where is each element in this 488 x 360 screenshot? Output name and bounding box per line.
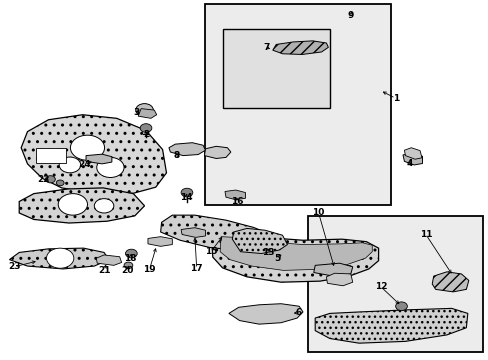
Circle shape	[124, 262, 133, 269]
Polygon shape	[21, 115, 166, 194]
Polygon shape	[86, 154, 112, 164]
Polygon shape	[228, 304, 303, 324]
Circle shape	[94, 199, 114, 213]
Polygon shape	[204, 146, 230, 158]
Text: 23: 23	[8, 262, 20, 271]
Text: 10: 10	[312, 208, 324, 217]
Polygon shape	[96, 255, 122, 265]
Text: 15: 15	[204, 247, 217, 256]
Text: 17: 17	[190, 265, 203, 274]
Text: 19: 19	[143, 265, 155, 274]
Polygon shape	[272, 41, 328, 54]
Bar	[307, 216, 483, 352]
Circle shape	[181, 188, 192, 197]
Bar	[36, 148, 66, 163]
Text: 2: 2	[142, 130, 149, 139]
Text: 1: 1	[392, 94, 398, 103]
Text: 21: 21	[98, 266, 110, 275]
Polygon shape	[211, 232, 378, 282]
Text: 13: 13	[261, 248, 274, 257]
Circle shape	[136, 104, 153, 117]
Circle shape	[59, 157, 81, 173]
Text: 6: 6	[295, 308, 302, 317]
Text: 11: 11	[419, 230, 431, 239]
Polygon shape	[326, 273, 352, 286]
Circle shape	[45, 176, 55, 183]
Circle shape	[46, 248, 74, 268]
Polygon shape	[220, 237, 371, 270]
Polygon shape	[19, 188, 144, 223]
Text: 4: 4	[406, 159, 412, 168]
Circle shape	[395, 302, 407, 311]
Text: 24: 24	[78, 161, 91, 170]
Polygon shape	[224, 190, 245, 200]
Polygon shape	[168, 143, 205, 156]
Text: 3: 3	[133, 108, 139, 117]
Text: 7: 7	[263, 43, 269, 52]
Polygon shape	[181, 228, 205, 237]
Bar	[205, 4, 390, 205]
Text: 18: 18	[124, 254, 136, 263]
Polygon shape	[402, 153, 422, 165]
Polygon shape	[232, 228, 287, 253]
Circle shape	[70, 135, 104, 160]
Text: 12: 12	[374, 282, 386, 291]
Text: 5: 5	[274, 254, 280, 263]
Polygon shape	[431, 272, 468, 292]
Circle shape	[125, 249, 137, 258]
Polygon shape	[138, 109, 157, 118]
Polygon shape	[148, 237, 172, 246]
Text: 20: 20	[121, 266, 133, 275]
Text: 8: 8	[173, 151, 179, 160]
Circle shape	[97, 157, 124, 177]
Circle shape	[140, 124, 152, 132]
Polygon shape	[9, 248, 109, 269]
Text: 9: 9	[347, 11, 353, 20]
Circle shape	[58, 194, 87, 215]
Text: 22: 22	[37, 175, 50, 184]
Text: 14: 14	[179, 193, 192, 202]
Polygon shape	[313, 263, 352, 276]
Circle shape	[56, 180, 64, 186]
Bar	[222, 30, 329, 108]
Polygon shape	[315, 309, 467, 343]
Text: 16: 16	[230, 197, 243, 206]
Polygon shape	[160, 215, 276, 251]
Polygon shape	[404, 148, 421, 159]
